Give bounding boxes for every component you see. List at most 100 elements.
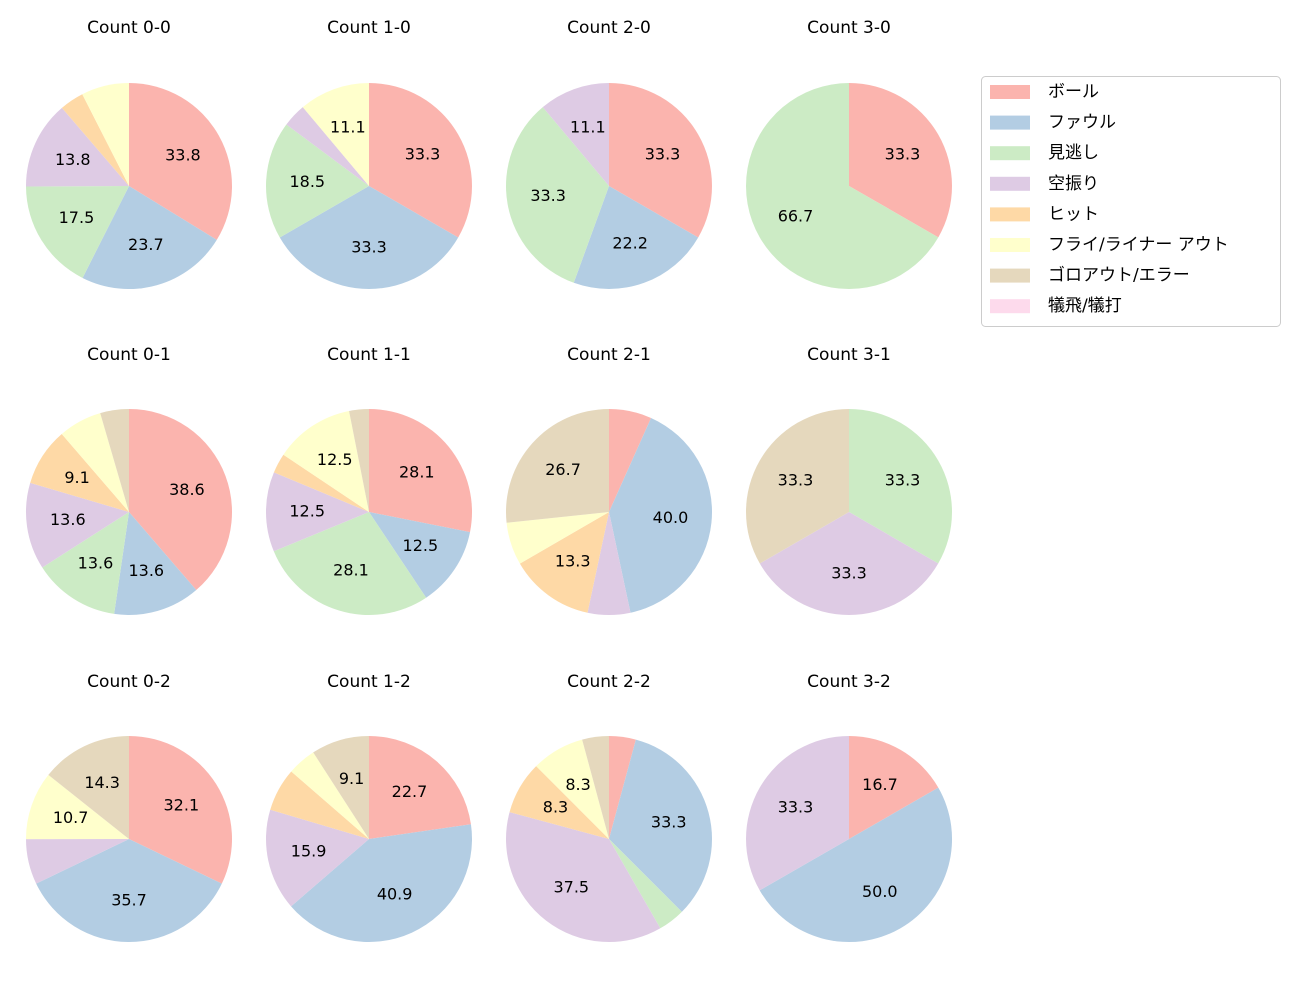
pie-slice xyxy=(849,736,939,839)
pie-slice xyxy=(129,83,233,240)
slice-label: 33.3 xyxy=(831,563,867,582)
pie-slice xyxy=(26,774,129,840)
pie-slice xyxy=(42,512,129,614)
slice-label: 13.6 xyxy=(78,553,114,572)
pie-slice xyxy=(30,433,129,512)
slice-label: 8.3 xyxy=(543,798,568,817)
pie-slice xyxy=(26,839,129,884)
slice-label: 33.8 xyxy=(165,145,201,164)
pie-slice xyxy=(26,186,129,278)
legend-swatch xyxy=(990,207,1030,222)
legend-box xyxy=(981,76,1281,327)
slice-label: 23.7 xyxy=(128,235,164,254)
pie-slice xyxy=(48,736,129,839)
pie-slice xyxy=(291,752,369,839)
pie-slice xyxy=(266,472,369,552)
legend-swatch xyxy=(990,115,1030,130)
legend-swatch xyxy=(990,146,1030,161)
pie-slice xyxy=(759,512,939,615)
legend-swatch xyxy=(990,299,1030,314)
slice-label: 33.3 xyxy=(645,145,681,164)
slice-label: 33.3 xyxy=(778,798,814,817)
pie-slice xyxy=(609,736,636,839)
pie-slice xyxy=(36,839,222,943)
slice-label: 33.3 xyxy=(351,237,387,256)
chart-title: Count 2-0 xyxy=(567,18,651,38)
legend-label: ボール xyxy=(1048,82,1099,102)
legend-swatch xyxy=(990,85,1030,99)
pie-slice xyxy=(509,766,609,839)
slice-label: 22.7 xyxy=(392,782,428,801)
pie-slice xyxy=(26,107,129,187)
legend-label: フライ/ライナー アウト xyxy=(1048,235,1229,255)
pie-slice xyxy=(506,512,609,564)
slice-label: 32.1 xyxy=(164,796,200,815)
pie-slice xyxy=(506,107,609,283)
pie-slice xyxy=(114,512,197,615)
pie-slice xyxy=(745,83,939,289)
slice-label: 66.7 xyxy=(778,206,814,225)
chart-title: Count 0-1 xyxy=(87,345,171,365)
slice-label: 33.3 xyxy=(405,145,441,164)
slice-label: 8.3 xyxy=(565,775,590,794)
slice-label: 28.1 xyxy=(333,561,369,580)
pie-slice xyxy=(573,186,699,289)
slice-label: 38.6 xyxy=(169,480,205,499)
pie-slice xyxy=(587,512,631,616)
slice-label: 11.1 xyxy=(330,117,366,136)
slice-label: 18.5 xyxy=(289,172,325,191)
pie-slice xyxy=(302,83,369,186)
slice-label: 13.3 xyxy=(555,552,591,571)
slice-label: 17.5 xyxy=(59,208,95,227)
slice-label: 9.1 xyxy=(64,468,89,487)
pie-slice xyxy=(61,94,129,186)
slice-label: 50.0 xyxy=(862,882,898,901)
pie-slice xyxy=(849,83,953,238)
pie-slice xyxy=(273,512,427,615)
pie-slice xyxy=(283,410,369,512)
chart-title: Count 0-2 xyxy=(87,672,171,692)
legend-label: 空振り xyxy=(1048,174,1099,194)
pie-slice xyxy=(609,417,713,613)
pie-slice xyxy=(266,809,369,907)
pie-slice xyxy=(273,454,369,512)
pie-slice xyxy=(582,736,609,839)
pie-slice xyxy=(369,83,472,238)
pie-slice xyxy=(519,512,609,613)
chart-title: Count 0-0 xyxy=(87,18,171,38)
pie-slice xyxy=(82,186,217,289)
pie-slice xyxy=(369,512,471,598)
chart-title: Count 2-1 xyxy=(567,345,651,365)
slice-label: 13.8 xyxy=(55,150,91,169)
slice-label: 13.6 xyxy=(50,510,86,529)
pie-slice xyxy=(506,409,609,523)
slice-label: 14.3 xyxy=(84,773,120,792)
slice-label: 12.5 xyxy=(289,501,325,520)
pie-slice xyxy=(369,409,472,533)
chart-title: Count 3-1 xyxy=(807,345,891,365)
slice-label: 12.5 xyxy=(317,450,353,469)
legend-label: ファウル xyxy=(1048,113,1116,133)
slice-label: 40.0 xyxy=(653,508,689,527)
legend-label: 見逃し xyxy=(1048,143,1099,163)
pie-slice xyxy=(266,124,369,238)
slice-label: 28.1 xyxy=(399,462,435,481)
pie-slice xyxy=(100,409,129,512)
pie-slice xyxy=(25,482,130,568)
slice-label: 15.9 xyxy=(291,842,327,861)
slice-label: 33.3 xyxy=(651,813,687,832)
pie-slice xyxy=(291,824,472,942)
slice-label: 16.7 xyxy=(862,775,898,794)
slice-label: 33.3 xyxy=(885,145,921,164)
chart-title: Count 1-1 xyxy=(327,345,411,365)
slice-label: 33.3 xyxy=(530,186,566,205)
legend-label: ゴロアウト/エラー xyxy=(1048,265,1190,286)
slice-label: 26.7 xyxy=(545,460,581,479)
slice-label: 35.7 xyxy=(111,890,147,909)
slice-label: 9.1 xyxy=(339,769,364,788)
legend-swatch xyxy=(990,238,1030,252)
slice-label: 33.3 xyxy=(778,471,814,490)
pie-slice xyxy=(609,409,652,512)
slice-label: 12.5 xyxy=(403,536,439,555)
